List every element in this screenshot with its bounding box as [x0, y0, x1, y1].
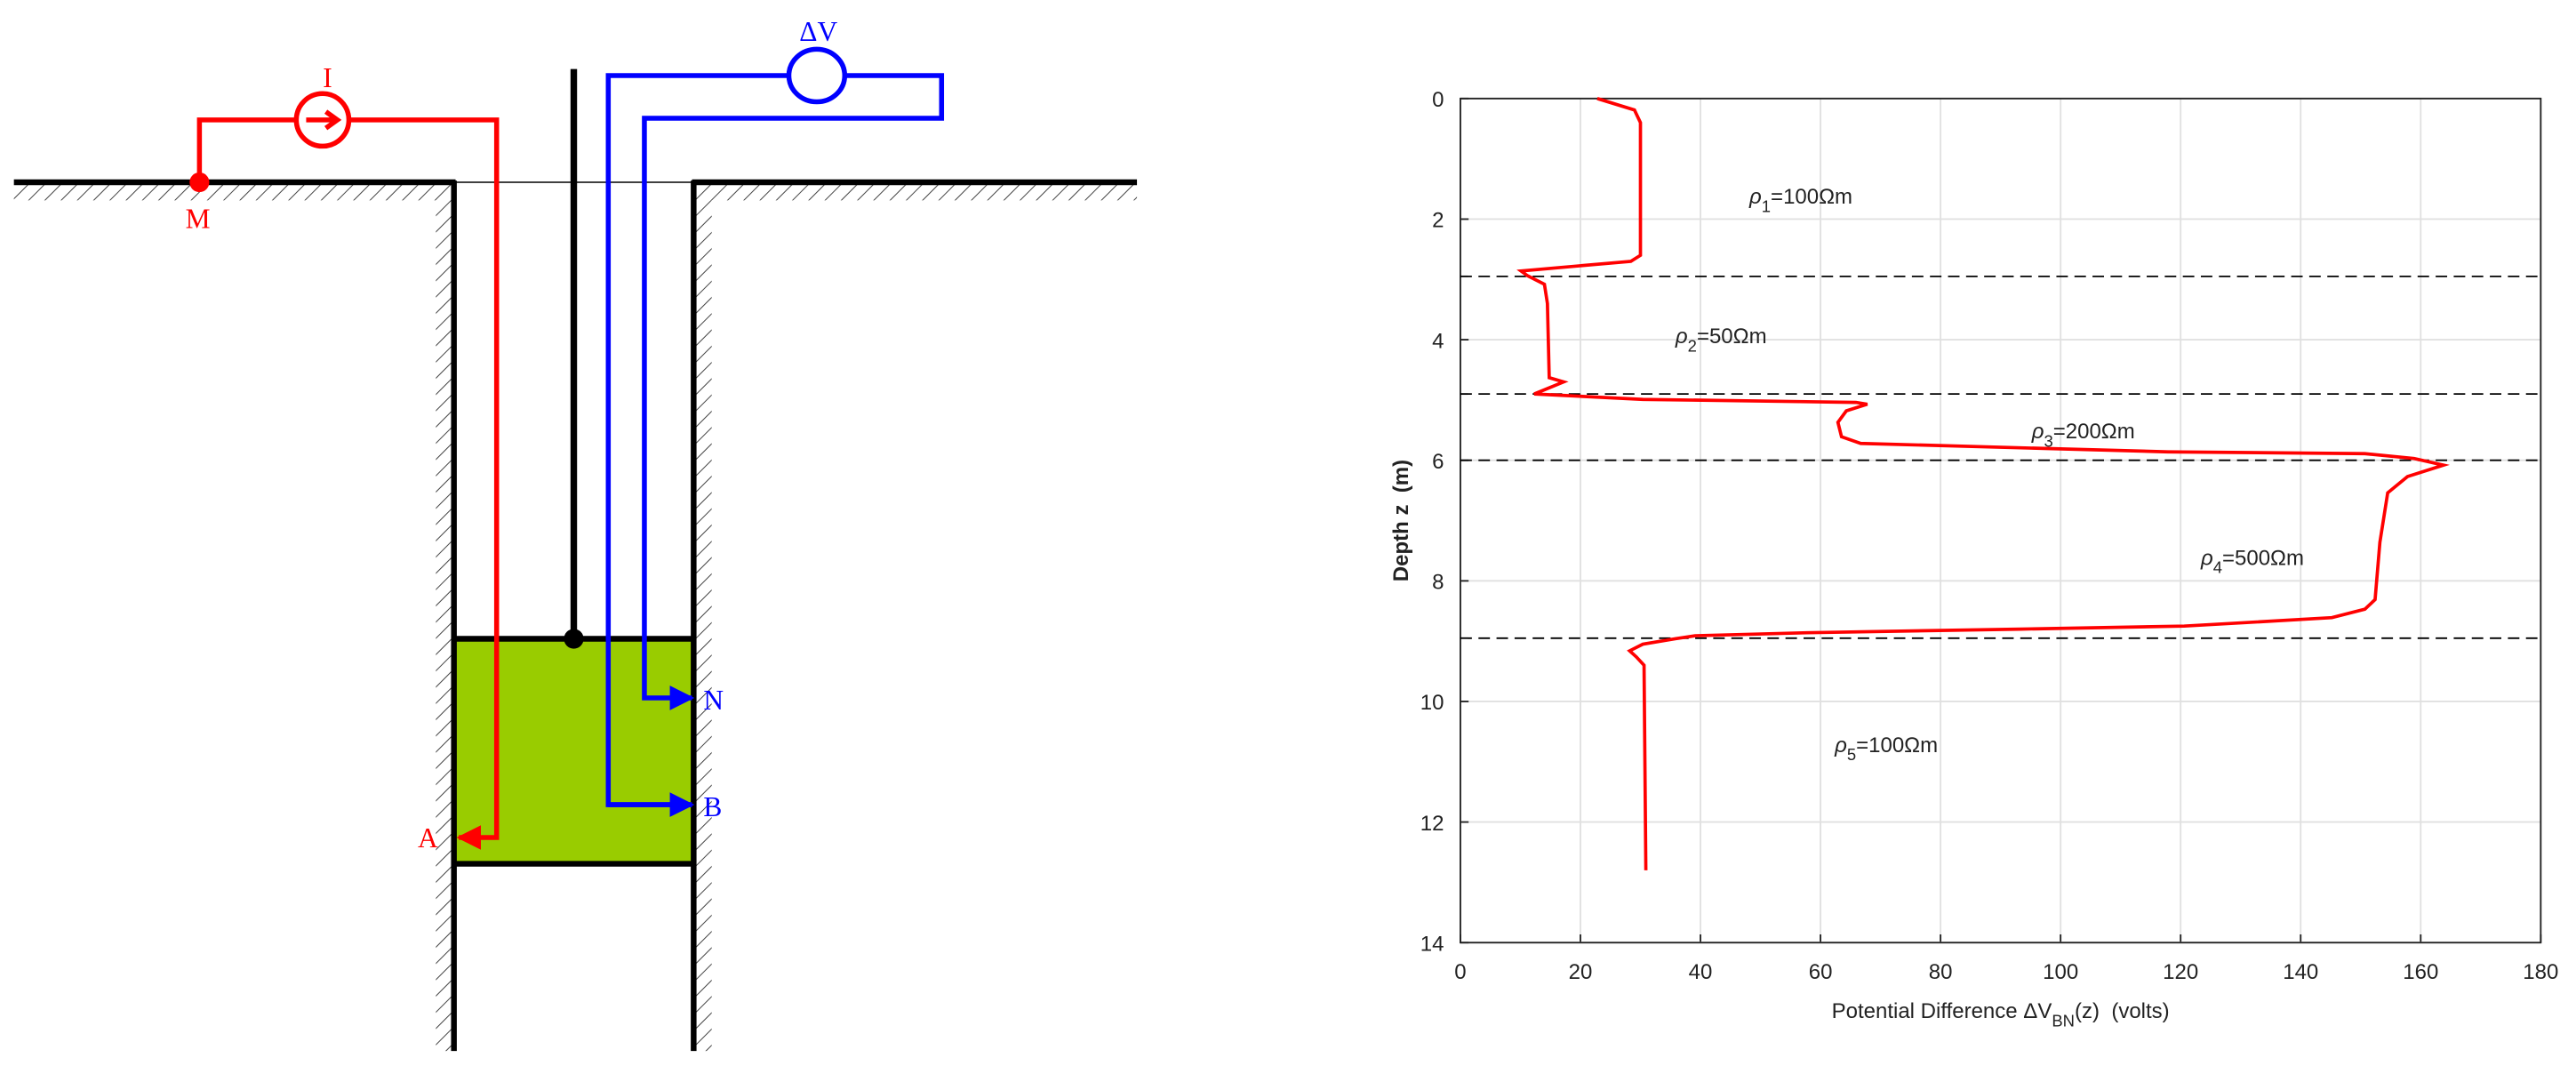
joint: [564, 629, 584, 649]
x-tick-label: 60: [1809, 960, 1833, 984]
current-wire: [348, 117, 500, 850]
y-tick-label: 4: [1432, 329, 1444, 353]
label: M: [186, 204, 211, 235]
x-tick-label: 40: [1689, 960, 1713, 984]
label: B: [703, 791, 722, 822]
label: N: [703, 685, 724, 716]
annotation-subscript: 5: [1847, 745, 1856, 764]
borehole-diagram: I ΔV M N B A: [13, 16, 1138, 1052]
current-wire: [196, 117, 297, 183]
annotation-text: =100Ωm: [1856, 733, 1938, 757]
ground-hatch: [693, 183, 1138, 201]
x-tick-label: 0: [1454, 960, 1466, 984]
profile-line: [1516, 97, 2450, 870]
x-tick-label: 140: [2283, 960, 2318, 984]
annotation-text: =50Ωm: [1697, 325, 1767, 349]
annotation-symbol: ρ: [1748, 185, 1762, 209]
x-tick-label: 80: [1929, 960, 1953, 984]
annotation: ρ1=100Ωm: [1748, 185, 1852, 215]
annotation-symbol: ρ: [2031, 420, 2044, 444]
annotation-subscript: 1: [1762, 196, 1771, 215]
y-tick-label: 8: [1432, 571, 1444, 595]
x-tick-label: 120: [2163, 960, 2198, 984]
y-tick-label: 12: [1420, 812, 1444, 836]
ground-hatch: [13, 183, 454, 201]
x-axis-label: Potential Difference ΔVBN(z) (volts): [1832, 999, 2170, 1030]
annotation-text: =500Ωm: [2222, 546, 2304, 570]
label: ΔV: [799, 16, 837, 47]
x-axis-label-main: Potential Difference ΔV: [1832, 999, 2052, 1023]
y-tick-label: 10: [1420, 691, 1444, 715]
x-tick-label: 100: [2043, 960, 2078, 984]
y-tick-label: 0: [1432, 88, 1444, 112]
annotation: ρ4=500Ωm: [2200, 546, 2304, 576]
x-tick-label: 160: [2403, 960, 2438, 984]
x-axis-label-sub: BN: [2052, 1011, 2075, 1030]
wall-hatch: [436, 200, 454, 1052]
annotation: ρ3=200Ωm: [2031, 420, 2135, 450]
label: A: [418, 822, 438, 854]
x-tick-label: 20: [1569, 960, 1593, 984]
annotation-text: =200Ωm: [2053, 420, 2135, 444]
annotation-symbol: ρ: [1675, 325, 1688, 349]
source-arrow: [306, 109, 342, 131]
probe: [453, 638, 694, 864]
annotation-text: =100Ωm: [1771, 185, 1852, 209]
chart: 0 20 40 60 80 100 120 140 160 18002468101214ρ1=10…: [1389, 88, 2559, 1030]
annotation-subscript: 3: [2044, 431, 2052, 450]
x-tick-label: 180: [2523, 960, 2558, 984]
voltmeter: [786, 46, 848, 105]
annotation-symbol: ρ: [2200, 546, 2213, 570]
plot-area: [1460, 98, 2541, 943]
x-axis-label-end: (z) (volts): [2075, 999, 2170, 1023]
annotation: ρ2=50Ωm: [1675, 325, 1767, 355]
annotation: ρ5=100Ωm: [1834, 733, 1938, 764]
electrode-m: [189, 172, 210, 193]
annotation-symbol: ρ: [1834, 733, 1847, 757]
annotation-subscript: 4: [2213, 558, 2222, 577]
y-tick-label: 14: [1420, 932, 1444, 956]
y-tick-label: 2: [1432, 209, 1444, 233]
wall-hatch: [693, 200, 712, 1052]
label: I: [323, 62, 332, 93]
y-axis-label: Depth z (m): [1389, 460, 1413, 581]
voltage-wire: [642, 73, 945, 710]
annotation-subscript: 2: [1688, 336, 1697, 355]
y-tick-label: 6: [1432, 450, 1444, 474]
plot-frame: [1460, 97, 2542, 944]
